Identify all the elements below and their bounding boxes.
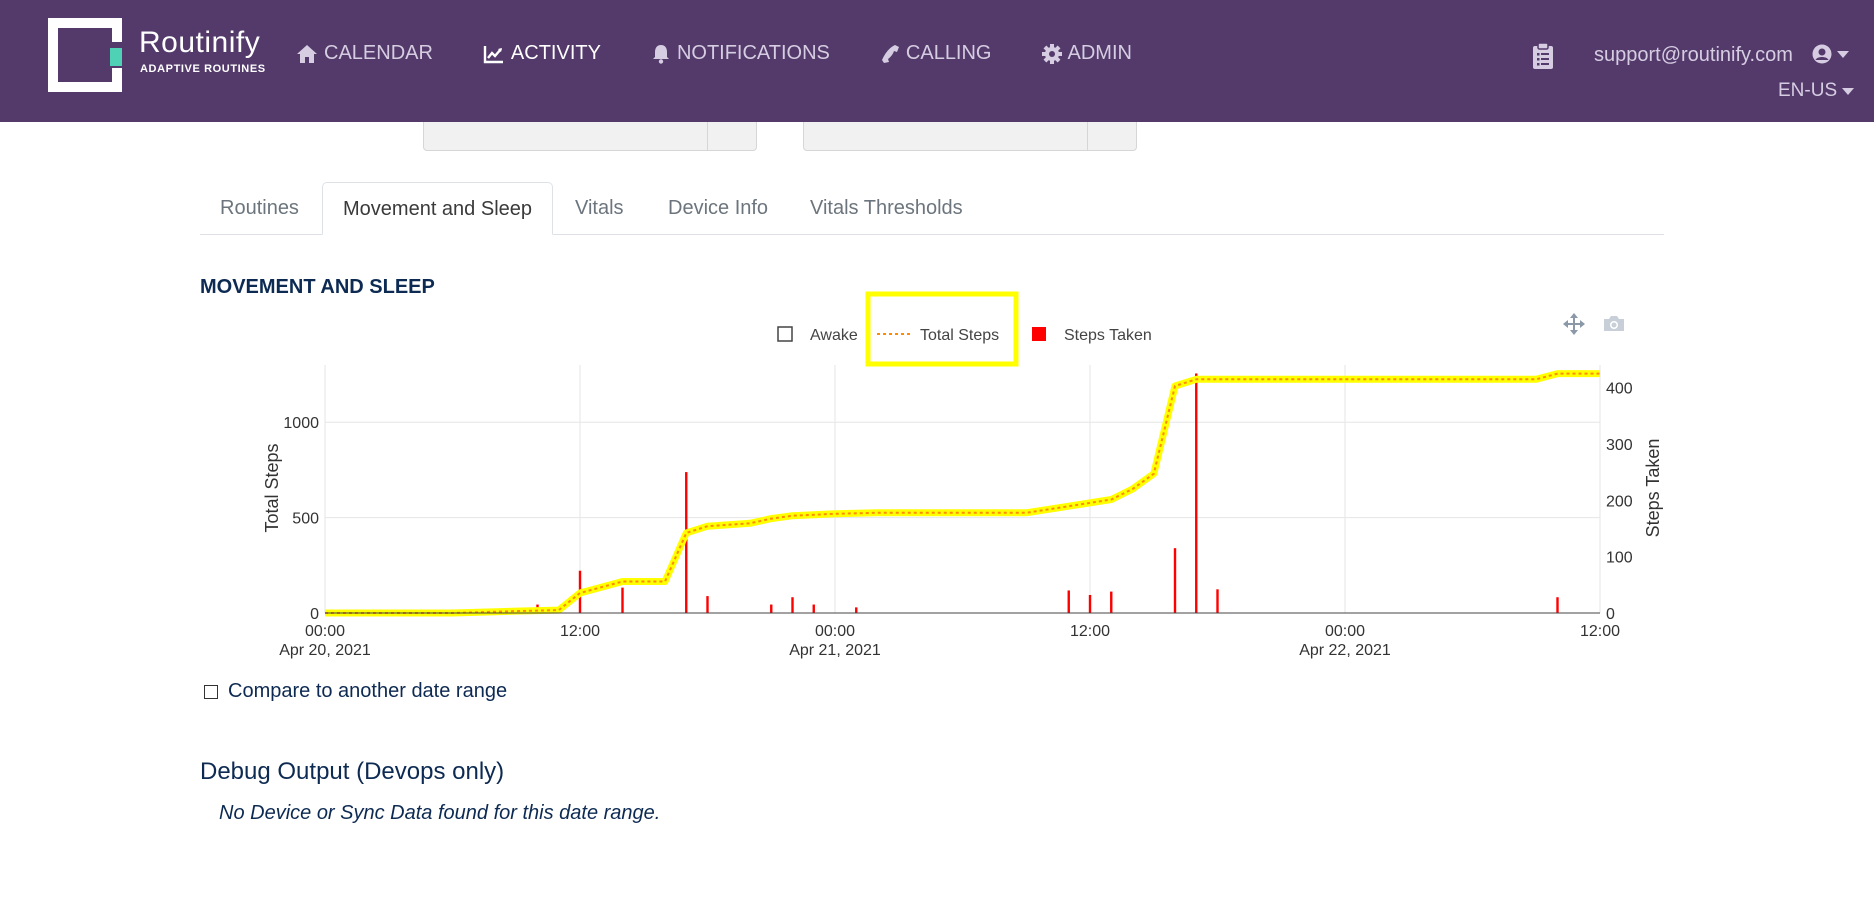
y-axis-right-label: Steps Taken — [1643, 439, 1663, 538]
tab-vitals-thresholds[interactable]: Vitals Thresholds — [810, 197, 963, 219]
main-nav: CALENDAR ACTIVITY NOTIFICATIONS CALLING — [296, 42, 1182, 65]
nav-label: ADMIN — [1067, 42, 1132, 64]
compare-label: Compare to another date range — [228, 680, 508, 702]
steps-taken-bar — [621, 587, 624, 613]
steps-taken-bar — [855, 607, 858, 613]
steps-taken-bar — [706, 596, 709, 613]
nav-label: CALLING — [905, 42, 992, 64]
language-selector[interactable]: EN-US — [1778, 80, 1855, 102]
legend-awake-symbol — [777, 326, 793, 342]
clipboard-icon[interactable] — [1532, 42, 1554, 70]
x-tick-date-label: Apr 21, 2021 — [789, 642, 881, 659]
x-tick-label: 00:00 — [1325, 623, 1365, 640]
nav-item-calendar[interactable]: CALENDAR — [296, 42, 433, 65]
y-right-tick-label: 0 — [1606, 606, 1615, 623]
user-menu-toggle[interactable] — [1812, 44, 1849, 64]
chart-axes: 00:00 Apr 20, 2021 12:00 00:00 Apr 21, 2021 1… — [279, 381, 1633, 659]
gear-icon — [1041, 43, 1062, 64]
phone-icon — [881, 44, 899, 63]
legend-steps-taken-label: Steps Taken — [1064, 327, 1152, 344]
chevron-down-icon — [1842, 87, 1855, 95]
start-date-picker-button[interactable] — [707, 122, 756, 150]
steps-taken-bar — [1110, 591, 1113, 613]
nav-item-calling[interactable]: CALLING — [880, 42, 992, 65]
nav-label: ACTIVITY — [510, 42, 601, 64]
steps-taken-bar — [1067, 590, 1070, 613]
tab-device-info[interactable]: Device Info — [668, 197, 769, 219]
steps-taken-bar — [791, 597, 794, 613]
total-steps-highlight — [325, 370, 1600, 617]
end-date-picker-button[interactable] — [1087, 122, 1136, 150]
legend-awake-label: Awake — [810, 327, 858, 344]
tab-vitals[interactable]: Vitals — [575, 197, 624, 219]
x-tick-label: 12:00 — [1580, 623, 1620, 640]
x-tick-date-label: Apr 22, 2021 — [1299, 642, 1391, 659]
nav-label: CALENDAR — [324, 42, 433, 64]
nav-item-notifications[interactable]: NOTIFICATIONS — [651, 42, 830, 65]
debug-message: No Device or Sync Data found for this da… — [219, 802, 661, 824]
start-date-picker[interactable] — [423, 122, 757, 151]
legend-steps-taken-symbol — [1032, 327, 1046, 341]
compare-date-range[interactable]: Compare to another date range — [204, 680, 507, 703]
x-tick-label: 12:00 — [1070, 623, 1110, 640]
chart-legend: Awake Total Steps Steps Taken — [777, 291, 1152, 367]
routinify-logo-icon[interactable] — [48, 18, 122, 92]
x-tick-label: 00:00 — [305, 623, 345, 640]
y-left-tick-label: 500 — [292, 511, 319, 528]
y-left-tick-label: 0 — [310, 606, 319, 623]
legend-total-steps-label: Total Steps — [920, 327, 999, 344]
total-steps-line — [325, 372, 1600, 614]
steps-taken-bar — [536, 604, 539, 613]
y-right-tick-label: 200 — [1606, 493, 1633, 510]
steps-taken-bar — [685, 472, 688, 613]
compare-checkbox[interactable] — [204, 684, 218, 699]
tab-routines[interactable]: Routines — [220, 197, 299, 219]
x-tick-label: 12:00 — [560, 623, 600, 640]
brand-tagline: ADAPTIVE ROUTINES — [140, 63, 266, 75]
top-navbar: Routinify ADAPTIVE ROUTINES CALENDAR ACT… — [0, 0, 1874, 122]
language-label: EN-US — [1778, 80, 1838, 101]
user-email[interactable]: support@routinify.com — [1594, 44, 1793, 66]
end-date-picker[interactable] — [803, 122, 1137, 151]
user-circle-icon — [1812, 44, 1832, 64]
x-tick-date-label: Apr 20, 2021 — [279, 642, 371, 659]
y-left-tick-label: 1000 — [283, 415, 319, 432]
steps-taken-bar — [1556, 597, 1559, 613]
section-title: MOVEMENT AND SLEEP — [200, 276, 435, 298]
y-right-tick-label: 100 — [1606, 550, 1633, 567]
home-icon — [297, 44, 317, 63]
x-tick-label: 00:00 — [815, 623, 855, 640]
nav-label: NOTIFICATIONS — [676, 42, 830, 64]
chart-grid — [324, 365, 1601, 613]
y-axis-left-label: Total Steps — [262, 443, 282, 532]
steps-taken-bar — [812, 604, 815, 613]
total-steps-line — [325, 370, 1600, 617]
y-right-tick-label: 400 — [1606, 381, 1633, 398]
line-chart-icon — [483, 45, 503, 63]
steps-taken-bar — [1088, 594, 1092, 613]
brand-name: Routinify — [139, 26, 261, 59]
steps-taken-bar — [1195, 373, 1198, 613]
debug-title: Debug Output (Devops only) — [200, 758, 505, 785]
chevron-down-icon — [1837, 50, 1849, 58]
tab-bar: Routines Movement and Sleep Vitals Devic… — [200, 182, 1664, 235]
steps-taken-bar — [578, 570, 582, 613]
steps-taken-bar — [1173, 548, 1177, 613]
bell-icon — [652, 44, 669, 64]
legend-highlight-box — [865, 291, 1019, 367]
steps-taken-bar — [1216, 589, 1219, 613]
y-right-tick-label: 300 — [1606, 437, 1633, 454]
camera-icon[interactable] — [1604, 316, 1624, 331]
nav-item-activity[interactable]: ACTIVITY — [483, 42, 601, 65]
pan-tool-icon[interactable] — [1563, 313, 1585, 335]
tab-movement-and-sleep[interactable]: Movement and Sleep — [322, 182, 554, 235]
nav-item-admin[interactable]: ADMIN — [1041, 42, 1132, 65]
steps-taken-bars — [536, 373, 1559, 613]
steps-taken-bar — [770, 604, 773, 613]
